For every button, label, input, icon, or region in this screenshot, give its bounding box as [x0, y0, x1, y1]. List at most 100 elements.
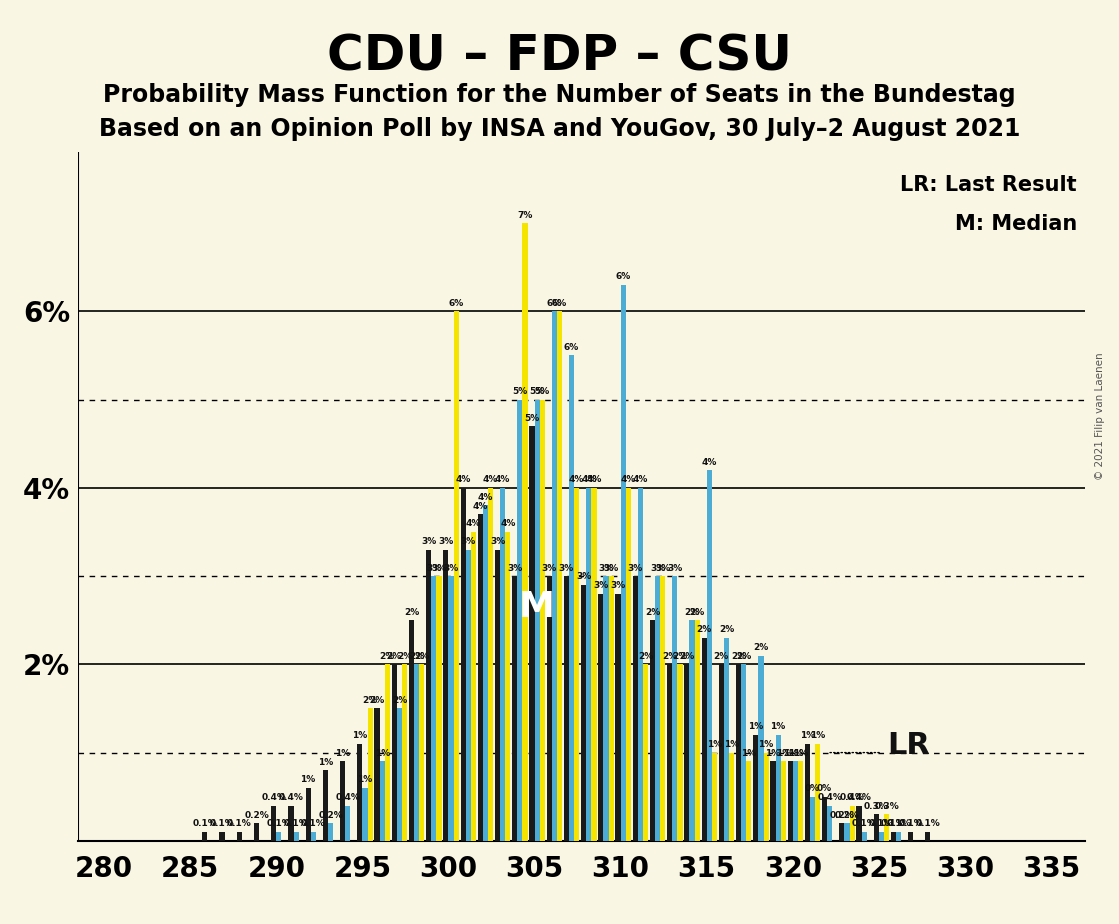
Text: 0.2%: 0.2%	[835, 810, 859, 820]
Bar	[478, 515, 483, 841]
Text: 4%: 4%	[478, 492, 493, 502]
Text: 1%: 1%	[301, 775, 316, 784]
Text: 1%: 1%	[810, 731, 826, 740]
Text: 1%: 1%	[335, 748, 350, 758]
Bar	[219, 832, 225, 841]
Text: 0.3%: 0.3%	[874, 802, 899, 811]
Bar	[431, 576, 436, 841]
Bar	[293, 832, 299, 841]
Bar	[603, 576, 609, 841]
Text: 6%: 6%	[615, 273, 631, 281]
Bar	[500, 488, 506, 841]
Bar	[707, 470, 712, 841]
Bar	[557, 311, 562, 841]
Text: 5%: 5%	[525, 414, 539, 422]
Text: 3%: 3%	[655, 564, 670, 573]
Text: LR: LR	[887, 731, 930, 760]
Text: © 2021 Filip van Laenen: © 2021 Filip van Laenen	[1096, 352, 1104, 480]
Bar	[673, 576, 677, 841]
Bar	[712, 752, 717, 841]
Bar	[529, 426, 535, 841]
Text: LR: Last Result: LR: Last Result	[900, 175, 1076, 195]
Text: 5%: 5%	[513, 387, 527, 396]
Bar	[305, 788, 311, 841]
Text: 1%: 1%	[771, 723, 786, 732]
Text: 2%: 2%	[731, 651, 746, 661]
Bar	[495, 550, 500, 841]
Bar	[775, 735, 781, 841]
Text: 1%: 1%	[793, 748, 808, 758]
Bar	[426, 550, 431, 841]
Bar	[586, 488, 591, 841]
Bar	[564, 576, 568, 841]
Text: 1%: 1%	[707, 740, 722, 749]
Bar	[414, 664, 420, 841]
Text: 0.1%: 0.1%	[886, 820, 911, 829]
Text: 2%: 2%	[408, 651, 424, 661]
Text: 3%: 3%	[667, 564, 683, 573]
Bar	[909, 832, 913, 841]
Bar	[643, 664, 648, 841]
Text: 4%: 4%	[455, 475, 471, 484]
Text: 2%: 2%	[673, 651, 688, 661]
Bar	[862, 832, 867, 841]
Text: 2%: 2%	[414, 651, 430, 661]
Text: 2%: 2%	[714, 651, 728, 661]
Text: 1%: 1%	[724, 740, 740, 749]
Text: 3%: 3%	[599, 564, 613, 573]
Text: 7%: 7%	[517, 211, 533, 220]
Bar	[581, 585, 586, 841]
Text: 3%: 3%	[542, 564, 557, 573]
Bar	[781, 761, 786, 841]
Text: 0.4%: 0.4%	[262, 793, 286, 802]
Text: 3%: 3%	[610, 581, 626, 590]
Bar	[827, 806, 833, 841]
Bar	[626, 488, 631, 841]
Bar	[788, 761, 792, 841]
Text: 4%: 4%	[581, 475, 596, 484]
Text: 0%: 0%	[805, 784, 820, 793]
Text: 4%: 4%	[466, 519, 481, 529]
Bar	[568, 356, 574, 841]
Text: 4%: 4%	[483, 475, 498, 484]
Bar	[402, 664, 407, 841]
Bar	[385, 664, 389, 841]
Bar	[763, 752, 769, 841]
Text: M: M	[519, 590, 555, 624]
Bar	[289, 806, 293, 841]
Text: 4%: 4%	[632, 475, 648, 484]
Text: 2%: 2%	[679, 651, 695, 661]
Text: 4%: 4%	[500, 519, 516, 529]
Bar	[615, 594, 621, 841]
Text: 0.1%: 0.1%	[284, 820, 309, 829]
Bar	[845, 823, 849, 841]
Bar	[685, 664, 689, 841]
Text: 3%: 3%	[421, 537, 436, 546]
Text: 3%: 3%	[490, 537, 505, 546]
Bar	[792, 761, 798, 841]
Text: 3%: 3%	[461, 537, 476, 546]
Bar	[392, 664, 397, 841]
Bar	[449, 576, 453, 841]
Bar	[878, 832, 884, 841]
Bar	[798, 761, 803, 841]
Bar	[689, 620, 695, 841]
Bar	[621, 285, 626, 841]
Bar	[741, 664, 746, 841]
Bar	[810, 796, 815, 841]
Bar	[822, 796, 827, 841]
Bar	[884, 814, 890, 841]
Bar	[408, 620, 414, 841]
Text: 1%: 1%	[741, 748, 756, 758]
Bar	[271, 806, 276, 841]
Bar	[436, 576, 442, 841]
Bar	[632, 576, 638, 841]
Text: 2%: 2%	[386, 651, 402, 661]
Bar	[702, 638, 707, 841]
Bar	[650, 620, 655, 841]
Text: 5%: 5%	[529, 387, 545, 396]
Text: 6%: 6%	[552, 298, 567, 308]
Text: 0.1%: 0.1%	[852, 820, 876, 829]
Text: 0.2%: 0.2%	[829, 810, 854, 820]
Text: 2%: 2%	[379, 651, 395, 661]
